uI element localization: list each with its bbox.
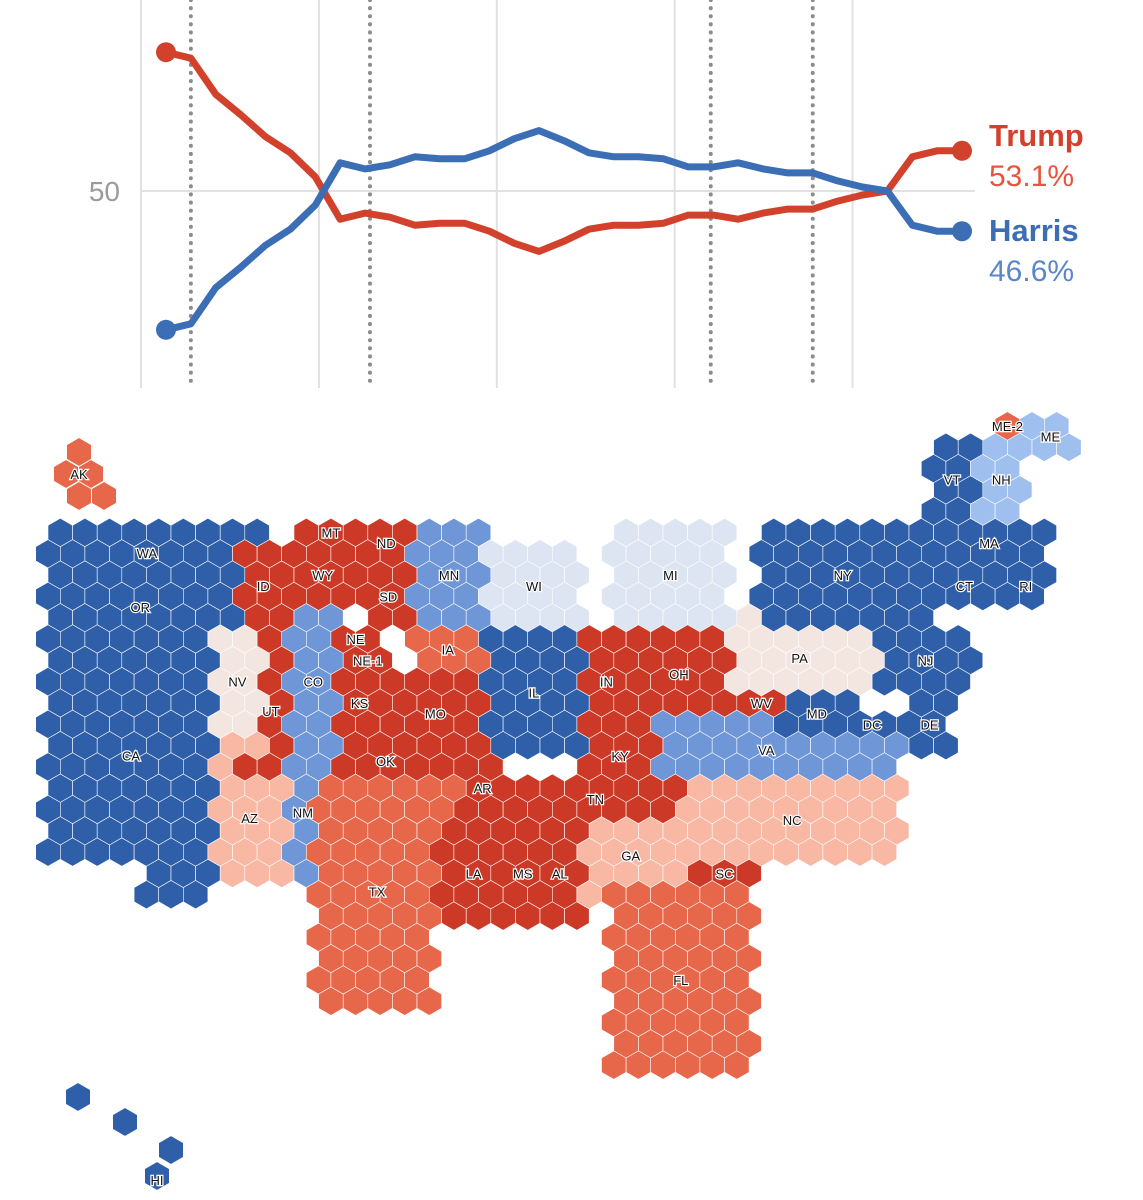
hex-ak[interactable]: [53, 459, 79, 489]
trump-final-value: 53.1%: [989, 160, 1074, 193]
state-label-ak: AK: [70, 467, 88, 482]
trump-series-name: Trump: [989, 118, 1084, 153]
hex-hi[interactable]: [112, 1107, 138, 1137]
state-label-sc: SC: [715, 866, 733, 881]
state-label-va: VA: [758, 743, 775, 758]
state-label-tn: TN: [587, 792, 604, 807]
state-label-nv: NV: [228, 675, 246, 690]
hex-de[interactable]: [933, 731, 959, 761]
state-label-vt: VT: [944, 472, 961, 487]
state-label-md: MD: [807, 707, 827, 722]
harris-final-value: 46.6%: [989, 255, 1074, 288]
state-label-ga: GA: [621, 848, 640, 863]
hex-nc[interactable]: [871, 837, 898, 867]
state-label-la: LA: [466, 866, 482, 881]
hex-nj[interactable]: [871, 667, 898, 697]
state-label-de: DE: [920, 717, 938, 732]
hex-hi[interactable]: [65, 1082, 91, 1112]
state-label-ut: UT: [262, 704, 279, 719]
state-labels: AK HI WA OR CA NV AZ UT ID MT WY CO NM ND SD NE NE-1 KS OK…: [69, 418, 1062, 1189]
state-label-me-2: ME-2: [992, 419, 1023, 434]
state-label-sd: SD: [379, 589, 397, 604]
hex-ak[interactable]: [91, 481, 117, 511]
trump-start-point: [156, 42, 176, 63]
state-label-mt: MT: [322, 526, 341, 541]
hex-ak[interactable]: [66, 437, 92, 467]
state-label-tx: TX: [369, 884, 386, 899]
state-label-hi: HI: [151, 1173, 164, 1188]
state-label-az: AZ: [241, 811, 258, 826]
state-label-ne-1: NE-1: [353, 653, 383, 668]
state-label-ky: KY: [611, 749, 629, 764]
state-label-or: OR: [131, 600, 151, 615]
chart-series: [156, 42, 972, 340]
hex-tiles: [35, 411, 1082, 1191]
state-label-ms: MS: [513, 866, 533, 881]
state-label-al: AL: [552, 866, 568, 881]
state-label-ma: MA: [979, 536, 999, 551]
state-label-me: ME: [1041, 430, 1061, 445]
chart-gridlines: [140, 0, 975, 388]
state-label-mo: MO: [425, 707, 446, 722]
hex-me-2[interactable]: [994, 411, 1021, 441]
state-label-nj: NJ: [917, 653, 933, 668]
y-tick-label: 50: [89, 176, 120, 207]
state-label-mn: MN: [439, 568, 459, 583]
hex-hi[interactable]: [144, 1161, 170, 1191]
hex-ma[interactable]: [1019, 539, 1045, 569]
forecast-line-chart: 50 Trump 53.1% Harris 46.6%: [89, 0, 1084, 390]
state-label-nh: NH: [992, 472, 1011, 487]
hex-tx[interactable]: [416, 986, 442, 1016]
trump-line: [162, 48, 966, 255]
harris-start-point: [156, 319, 176, 340]
hex-nh[interactable]: [994, 496, 1021, 526]
state-label-il: IL: [528, 685, 539, 700]
hex-me[interactable]: [1056, 432, 1082, 462]
hex-ca[interactable]: [183, 880, 209, 910]
harris-series-name: Harris: [989, 213, 1079, 248]
hex-ak[interactable]: [78, 459, 104, 489]
state-label-wa: WA: [137, 546, 158, 561]
state-label-ks: KS: [351, 696, 369, 711]
hex-nj[interactable]: [945, 667, 971, 697]
hex-va[interactable]: [871, 752, 898, 782]
hex-md[interactable]: [834, 688, 861, 718]
state-label-ok: OK: [376, 754, 395, 769]
hex-ak[interactable]: [66, 481, 92, 511]
state-label-fl: FL: [673, 973, 688, 988]
state-label-wi: WI: [526, 579, 542, 594]
state-label-wy: WY: [312, 568, 333, 583]
trump-end-point: [952, 140, 972, 161]
state-label-ar: AR: [474, 781, 492, 796]
state-label-mi: MI: [663, 568, 677, 583]
state-label-nm: NM: [293, 806, 313, 821]
state-label-nd: ND: [377, 536, 396, 551]
state-label-ia: IA: [442, 643, 455, 658]
hex-fl[interactable]: [724, 1050, 750, 1080]
state-label-wv: WV: [751, 696, 772, 711]
state-label-co: CO: [304, 675, 324, 690]
harris-line: [162, 127, 966, 334]
hex-hi[interactable]: [158, 1135, 184, 1165]
state-label-dc: DC: [863, 717, 882, 732]
hex-ri[interactable]: [1019, 581, 1045, 611]
state-label-ri: RI: [1019, 579, 1032, 594]
state-label-ne: NE: [346, 632, 364, 647]
state-label-id: ID: [257, 579, 270, 594]
state-label-nc: NC: [783, 813, 802, 828]
state-label-ct: CT: [956, 579, 973, 594]
state-label-oh: OH: [669, 667, 689, 682]
state-label-ca: CA: [122, 749, 140, 764]
state-label-pa: PA: [791, 651, 808, 666]
state-label-in: IN: [600, 675, 613, 690]
harris-end-point: [952, 221, 972, 242]
state-label-ny: NY: [834, 568, 852, 583]
